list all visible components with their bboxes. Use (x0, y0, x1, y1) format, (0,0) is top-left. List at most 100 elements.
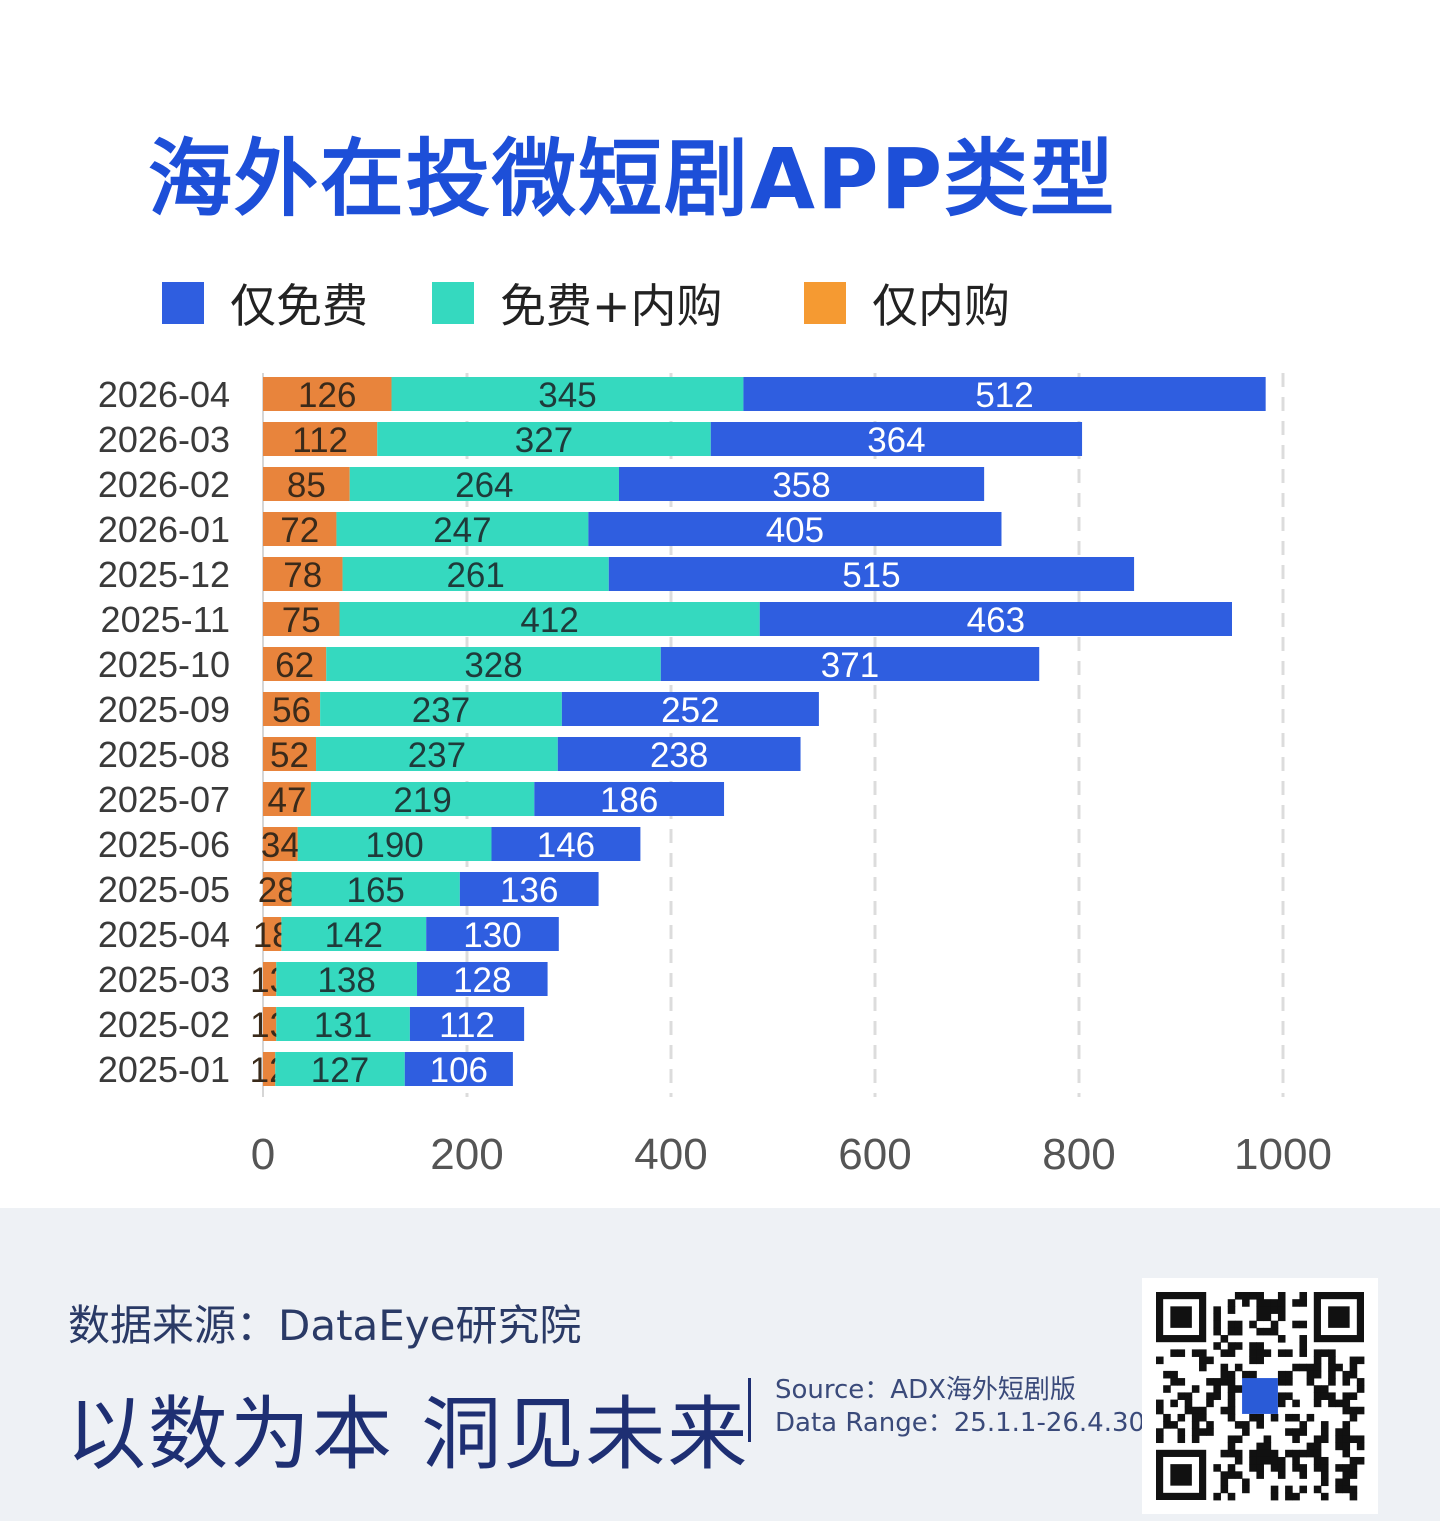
qr-module (1349, 1413, 1358, 1422)
qr-module (1256, 1327, 1264, 1336)
qr-module (1220, 1363, 1229, 1372)
data-label: 56 (272, 691, 311, 730)
bar-segment (263, 512, 337, 546)
qr-module (1313, 1442, 1322, 1451)
qr-module (1170, 1370, 1178, 1379)
category-label: 2025-05 (98, 869, 230, 910)
qr-module (1313, 1456, 1322, 1465)
data-label: 85 (287, 466, 326, 505)
qr-module (1277, 1349, 1286, 1357)
qr-module (1277, 1378, 1286, 1386)
x-tick-label: 1000 (1234, 1130, 1332, 1179)
qr-module (1342, 1471, 1351, 1479)
chart-title: 海外在投微短剧APP类型 (148, 130, 1117, 228)
qr-module (1177, 1428, 1186, 1436)
data-label: 136 (500, 871, 558, 910)
qr-module (1227, 1406, 1236, 1415)
bar-segment (263, 827, 298, 861)
qr-code-icon (1156, 1292, 1365, 1501)
qr-module (1242, 1292, 1250, 1300)
qr-module (1342, 1421, 1351, 1429)
qr-module (1270, 1464, 1279, 1472)
bar-segment (263, 782, 311, 816)
bar-segment (263, 917, 282, 951)
qr-module (1177, 1435, 1186, 1444)
qr-module (1220, 1370, 1229, 1379)
qr-module (1227, 1435, 1236, 1444)
qr-module (1206, 1399, 1214, 1408)
qr-module (1242, 1299, 1250, 1307)
category-label: 2026-04 (98, 374, 230, 415)
footer-divider (748, 1378, 751, 1442)
qr-module (1335, 1363, 1343, 1372)
qr-code (1142, 1278, 1378, 1514)
qr-module (1206, 1421, 1214, 1429)
qr-module (1349, 1456, 1358, 1465)
meta-range: Data Range：25.1.1-26.4.30 (775, 1408, 1146, 1438)
bar-segment (291, 872, 460, 906)
data-label: 28 (258, 871, 297, 910)
data-source-text: 数据来源：DataEye研究院 (68, 1301, 582, 1350)
qr-module (1227, 1399, 1236, 1408)
qr-module (1256, 1421, 1264, 1429)
qr-module (1263, 1327, 1272, 1336)
qr-module (1313, 1385, 1322, 1393)
qr-module (1227, 1392, 1236, 1400)
category-label: 2025-11 (101, 599, 230, 640)
data-label: 345 (538, 376, 596, 415)
qr-module (1234, 1449, 1243, 1458)
qr-module (1242, 1485, 1250, 1494)
qr-module (1220, 1478, 1229, 1487)
data-label: 364 (867, 421, 925, 460)
qr-module (1234, 1292, 1243, 1300)
qr-module (1313, 1485, 1322, 1494)
qr-module (1292, 1492, 1300, 1501)
data-label: 252 (661, 691, 719, 730)
category-label: 2025-09 (98, 689, 230, 730)
qr-module (1292, 1435, 1300, 1444)
qr-module (1263, 1435, 1272, 1444)
qr-module (1213, 1464, 1221, 1472)
qr-module (1349, 1464, 1358, 1472)
bar-segment (263, 422, 378, 456)
qr-module (1285, 1370, 1293, 1379)
qr-module (1213, 1385, 1221, 1393)
qr-module (1156, 1399, 1164, 1408)
data-label: 463 (967, 601, 1025, 640)
qr-module (1249, 1292, 1257, 1300)
qr-module (1163, 1421, 1171, 1429)
qr-module (1320, 1478, 1329, 1487)
qr-module (1292, 1399, 1300, 1408)
qr-module (1320, 1349, 1329, 1357)
legend: 仅免费 免费+内购 仅内购 (0, 268, 1440, 338)
qr-module (1227, 1442, 1236, 1451)
data-label: 165 (347, 871, 405, 910)
qr-module (1342, 1449, 1351, 1458)
data-label: 237 (412, 691, 470, 730)
data-label: 62 (275, 646, 314, 685)
bar-segment (320, 692, 562, 726)
qr-module (1249, 1456, 1257, 1465)
qr-module (1220, 1349, 1229, 1357)
data-label: 126 (298, 376, 356, 415)
bar-segment (417, 962, 548, 996)
qr-module (1234, 1342, 1243, 1350)
qr-module (1342, 1428, 1351, 1436)
qr-module (1342, 1406, 1351, 1415)
x-tick-label: 0 (251, 1130, 275, 1179)
data-label: 128 (453, 961, 511, 1000)
bar-segment (743, 377, 1266, 411)
qr-module (1184, 1392, 1193, 1400)
qr-module (1342, 1378, 1351, 1386)
category-label: 2025-10 (98, 644, 230, 685)
bar-segment (759, 602, 1232, 636)
qr-module (1356, 1385, 1365, 1393)
bar-segment (588, 512, 1002, 546)
qr-module (1270, 1485, 1279, 1494)
qr-module (1349, 1392, 1358, 1400)
bar-segment (557, 737, 801, 771)
data-label: 237 (408, 736, 466, 775)
qr-module (1320, 1471, 1329, 1479)
bar-segment (263, 467, 350, 501)
qr-module (1191, 1413, 1200, 1422)
